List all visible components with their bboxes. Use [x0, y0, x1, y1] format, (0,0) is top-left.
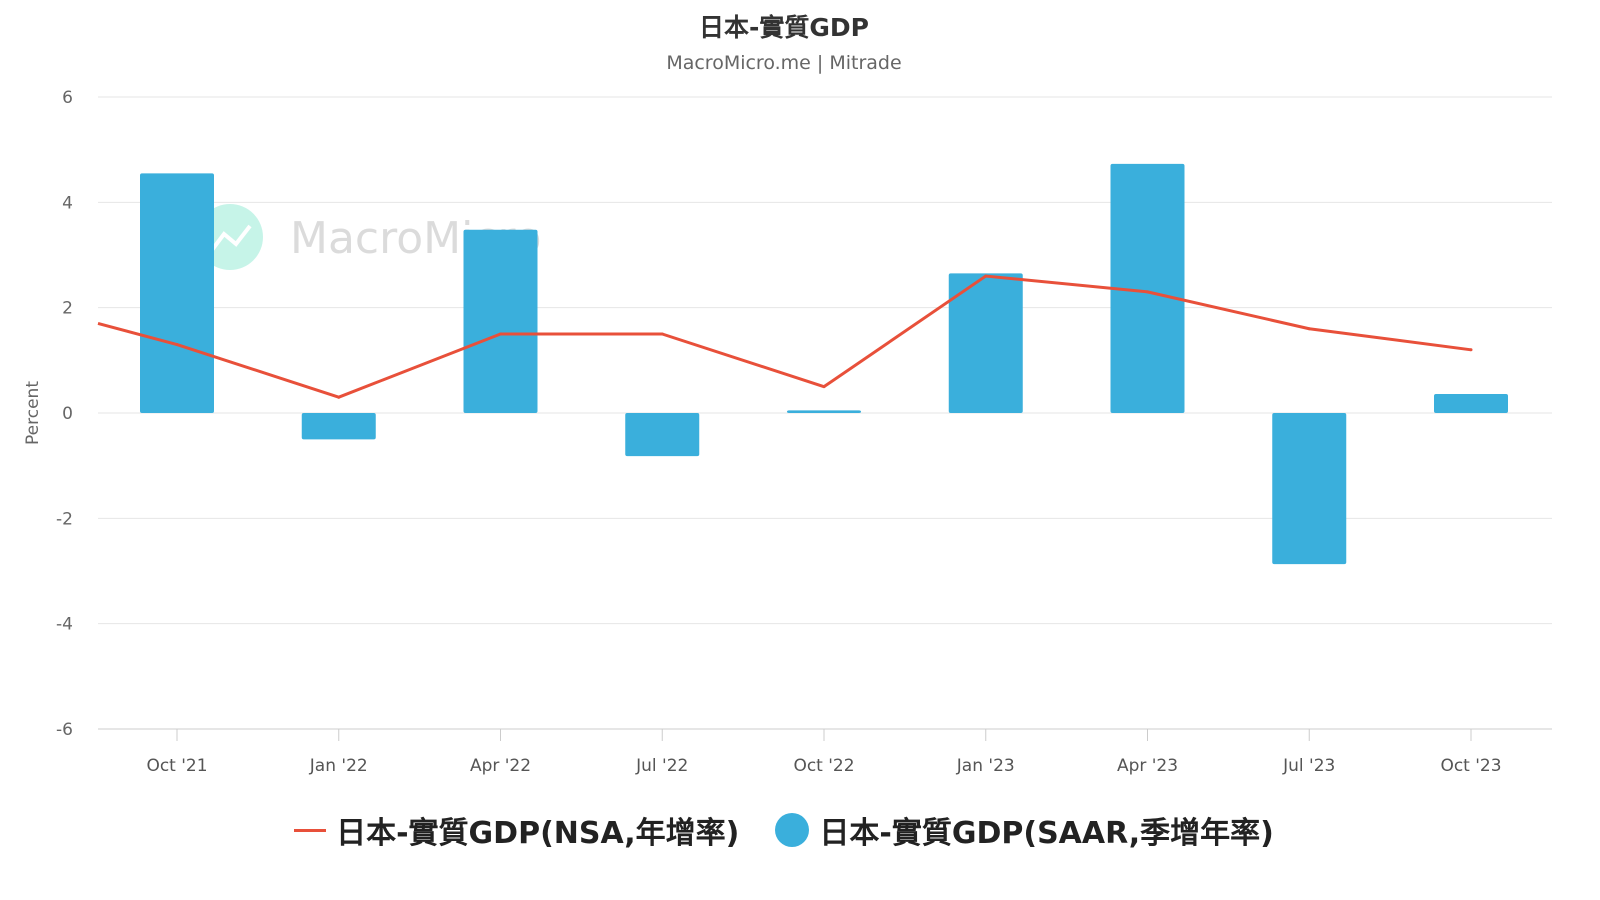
legend-label-nsa: 日本-實質GDP(NSA,年增率) — [336, 816, 740, 851]
series-line — [97, 274, 1472, 399]
bar — [1272, 413, 1347, 565]
bar — [948, 273, 1023, 413]
line-point — [175, 343, 179, 347]
x-tick-label: Apr '23 — [1117, 756, 1178, 776]
y-tick-label: -4 — [56, 615, 73, 635]
y-tick-label: 6 — [62, 88, 73, 108]
line-point — [1307, 327, 1311, 331]
x-tick-label: Jul '23 — [1282, 756, 1335, 776]
bar — [301, 413, 376, 440]
line-point — [1469, 348, 1473, 352]
bar — [625, 413, 700, 457]
y-tick-label: 0 — [62, 404, 73, 424]
y-tick-label: -6 — [56, 720, 73, 740]
chart-legend: 日本-實質GDP(NSA,年增率) 日本-實質GDP(SAAR,季增年率) — [0, 808, 1568, 852]
x-tick-label: Oct '22 — [793, 756, 854, 776]
legend-label-saar: 日本-實質GDP(SAAR,季增年率) — [819, 816, 1274, 851]
legend-dot-icon — [775, 813, 810, 847]
x-tick-label: Jan '22 — [309, 756, 368, 776]
line-point — [337, 395, 341, 399]
y-axis-label: Percent — [23, 381, 43, 445]
bar — [787, 410, 861, 413]
line-point — [660, 332, 664, 336]
chart-title: 日本-實質GDP — [699, 13, 869, 42]
bar — [1110, 163, 1185, 413]
bar — [140, 173, 214, 413]
line-point — [822, 385, 826, 389]
chart-subtitle: MacroMicro.me | Mitrade — [666, 52, 902, 74]
legend-line-icon — [294, 828, 327, 832]
legend-item-saar[interactable]: 日本-實質GDP(SAAR,季增年率) — [775, 808, 1274, 852]
x-tick-label: Oct '21 — [146, 756, 207, 776]
bar — [1434, 394, 1508, 413]
x-tick-label: Jul '22 — [635, 756, 688, 776]
y-tick-label: 2 — [62, 299, 73, 319]
line-point — [1146, 290, 1149, 294]
x-tick-label: Oct '23 — [1440, 756, 1501, 776]
y-tick-label: 4 — [62, 193, 73, 213]
x-tick-label: Jan '23 — [956, 756, 1015, 776]
watermark-chart-icon — [210, 224, 252, 252]
x-tick-label: Apr '22 — [470, 756, 531, 776]
line-point — [984, 274, 988, 278]
bar — [463, 229, 538, 413]
legend-item-nsa[interactable]: 日本-實質GDP(NSA,年增率) — [294, 808, 739, 852]
line-point — [499, 332, 502, 336]
y-tick-label: -2 — [56, 509, 73, 529]
